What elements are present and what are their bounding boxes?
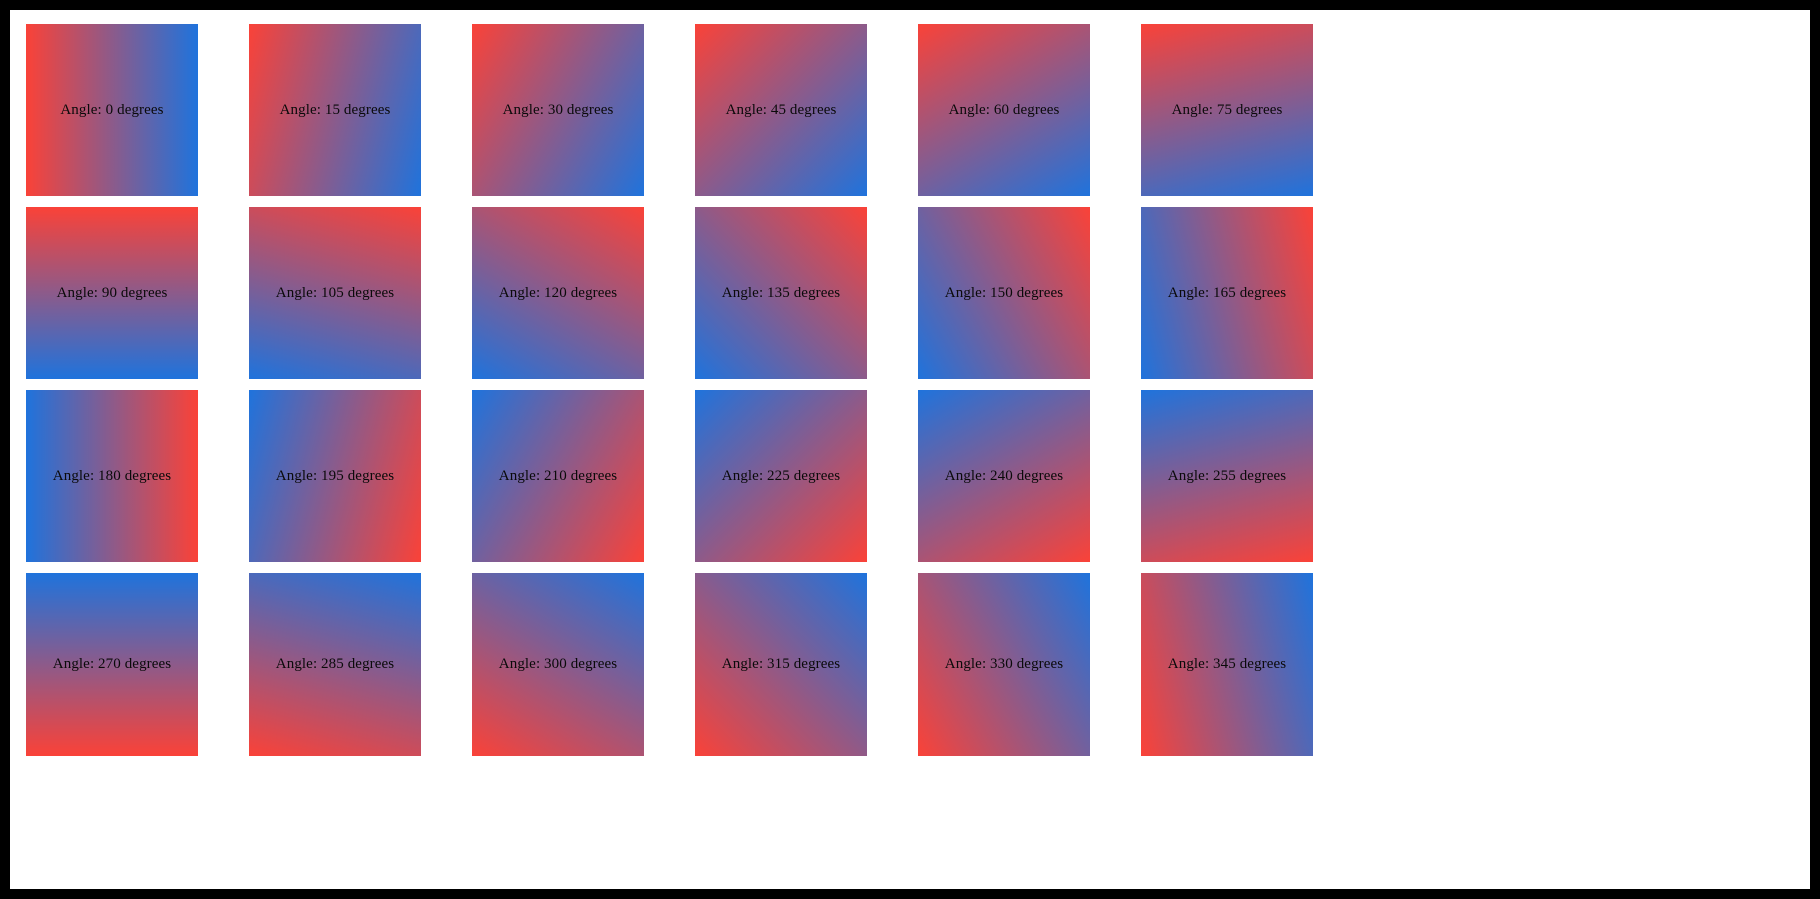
gradient-tile-label: Angle: 15 degrees (279, 101, 391, 118)
gradient-tile: Angle: 135 degrees (695, 207, 867, 379)
gradient-tile: Angle: 45 degrees (695, 24, 867, 196)
gradient-tile-grid: Angle: 0 degrees Angle: 15 degrees Angle: … (26, 24, 1313, 756)
gradient-tile: Angle: 285 degrees (249, 573, 421, 756)
gradient-tile: Angle: 105 degrees (249, 207, 421, 379)
gradient-tile: Angle: 60 degrees (918, 24, 1090, 196)
gradient-tile-label: Angle: 225 degrees (721, 467, 841, 484)
gradient-tile-label: Angle: 210 degrees (498, 467, 618, 484)
gradient-tile: Angle: 15 degrees (249, 24, 421, 196)
page-panel: Angle: 0 degrees Angle: 15 degrees Angle: … (10, 10, 1810, 889)
gradient-tile-label: Angle: 60 degrees (948, 101, 1060, 118)
gradient-tile-label: Angle: 315 degrees (721, 656, 841, 672)
gradient-tile: Angle: 165 degrees (1141, 207, 1313, 379)
gradient-tile: Angle: 150 degrees (918, 207, 1090, 379)
gradient-tile: Angle: 90 degrees (26, 207, 198, 379)
gradient-tile: Angle: 195 degrees (249, 390, 421, 562)
gradient-tile-label: Angle: 270 degrees (52, 656, 172, 672)
gradient-tile: Angle: 270 degrees (26, 573, 198, 756)
gradient-tile-label: Angle: 300 degrees (498, 656, 618, 672)
gradient-tile: Angle: 210 degrees (472, 390, 644, 562)
gradient-tile-label: Angle: 30 degrees (502, 101, 614, 118)
gradient-tile-label: Angle: 180 degrees (52, 467, 172, 484)
gradient-tile-label: Angle: 345 degrees (1167, 656, 1287, 672)
gradient-tile: Angle: 255 degrees (1141, 390, 1313, 562)
gradient-tile-label: Angle: 105 degrees (275, 284, 395, 301)
gradient-tile: Angle: 0 degrees (26, 24, 198, 196)
gradient-tile: Angle: 30 degrees (472, 24, 644, 196)
gradient-tile: Angle: 225 degrees (695, 390, 867, 562)
gradient-tile: Angle: 240 degrees (918, 390, 1090, 562)
gradient-tile-label: Angle: 240 degrees (944, 467, 1064, 484)
gradient-tile-label: Angle: 135 degrees (721, 284, 841, 301)
gradient-tile-label: Angle: 0 degrees (60, 101, 164, 118)
gradient-tile-label: Angle: 75 degrees (1171, 101, 1283, 118)
gradient-tile: Angle: 315 degrees (695, 573, 867, 756)
gradient-tile-label: Angle: 45 degrees (725, 101, 837, 118)
gradient-tile: Angle: 180 degrees (26, 390, 198, 562)
gradient-tile-label: Angle: 120 degrees (498, 284, 618, 301)
gradient-tile: Angle: 75 degrees (1141, 24, 1313, 196)
gradient-tile-label: Angle: 285 degrees (275, 656, 395, 672)
gradient-tile-label: Angle: 330 degrees (944, 656, 1064, 672)
gradient-tile-label: Angle: 195 degrees (275, 467, 395, 484)
gradient-tile: Angle: 345 degrees (1141, 573, 1313, 756)
gradient-tile-label: Angle: 90 degrees (56, 284, 168, 301)
gradient-tile-label: Angle: 255 degrees (1167, 467, 1287, 484)
gradient-tile: Angle: 120 degrees (472, 207, 644, 379)
gradient-tile-label: Angle: 150 degrees (944, 284, 1064, 301)
gradient-tile: Angle: 300 degrees (472, 573, 644, 756)
gradient-tile-label: Angle: 165 degrees (1167, 284, 1287, 301)
gradient-tile: Angle: 330 degrees (918, 573, 1090, 756)
